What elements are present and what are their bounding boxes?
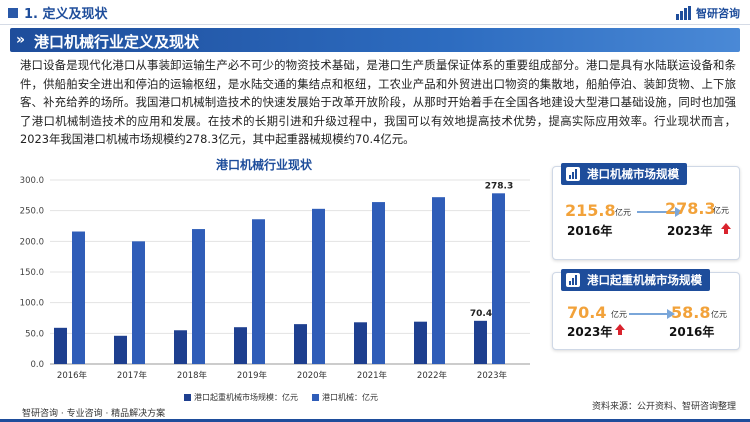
bar-chart-icon [566, 167, 580, 181]
legend-item-machinery: 港口机械：亿元 [312, 392, 378, 403]
card1-left-year: 2016年 [567, 224, 613, 238]
up-arrow-icon [721, 223, 731, 234]
arrow-right-icon [637, 207, 683, 217]
x-tick-label: 2017年 [117, 370, 148, 381]
bar-crane-5 [354, 322, 367, 364]
bar-crane-4 [294, 324, 307, 364]
bar-machinery-2 [192, 229, 205, 364]
footer-text: 智研咨询 · 专业咨询 · 精品解决方案 [22, 409, 166, 419]
x-tick-label: 2016年 [57, 370, 88, 381]
y-tick-label: 100.0 [20, 299, 44, 309]
card1-left-unit: 亿元 [615, 208, 631, 217]
bar-machinery-4 [312, 208, 325, 364]
title-banner: » 港口机械行业定义及现状 [10, 28, 740, 52]
source-note: 资料来源：公开资料、智研咨询整理 [591, 402, 736, 412]
bar-crane-6 [414, 321, 427, 364]
double-chevron-icon: » [16, 32, 26, 48]
top-divider [0, 24, 750, 25]
arrow-right-icon [629, 309, 675, 319]
bar-machinery-3 [252, 219, 265, 364]
x-tick-label: 2022年 [417, 370, 448, 381]
bar-chart-icon [566, 273, 580, 287]
y-tick-label: 50.0 [25, 329, 44, 339]
card2-right-unit: 亿元 [711, 310, 727, 319]
card2-left-unit: 亿元 [611, 310, 627, 319]
banner-title: 港口机械行业定义及现状 [34, 33, 200, 51]
section-title: 1. 定义及现状 [24, 7, 108, 22]
bar-crane-0 [54, 327, 67, 364]
card1-right-year: 2023年 [667, 224, 713, 238]
card2-right-value: 58.8 [671, 303, 711, 322]
card-crane-title: 港口起重机械市场规模 [561, 269, 710, 291]
card1-right-value: 278.3 [665, 199, 716, 218]
bar-machinery-6 [432, 197, 445, 364]
bar-machinery-5 [372, 202, 385, 364]
x-tick-label: 2019年 [237, 370, 268, 381]
y-tick-label: 200.0 [20, 237, 44, 247]
bar-crane-1 [114, 335, 127, 364]
y-tick-label: 300.0 [20, 176, 44, 186]
card1-left-value: 215.8 [565, 201, 616, 220]
bar-crane-2 [174, 330, 187, 364]
x-tick-label: 2021年 [357, 370, 388, 381]
logo: 智研咨询 [676, 4, 740, 22]
x-tick-label: 2020年 [297, 370, 328, 381]
data-label-machinery-2023: 278.3 [485, 181, 513, 191]
data-label-crane-2023: 70.4 [470, 309, 492, 319]
x-tick-label: 2023年 [477, 370, 508, 381]
up-arrow-icon [615, 324, 625, 335]
y-tick-label: 150.0 [20, 268, 44, 278]
bar-crane-7 [474, 320, 487, 364]
card2-left-year: 2023年 [567, 325, 613, 339]
bar-crane-3 [234, 327, 247, 364]
card-crane-market: 港口起重机械市场规模 70.4 亿元 2023年 58.8 亿元 2016年 [552, 269, 740, 350]
y-tick-label: 0.0 [30, 360, 44, 370]
bar-machinery-0 [72, 231, 85, 364]
chart-legend: 港口起重机械市场规模：亿元 港口机械：亿元 [184, 392, 378, 403]
y-tick-label: 250.0 [20, 207, 44, 217]
body-paragraph: 港口设备是现代化港口从事装卸运输生产必不可少的物资技术基础，是港口生产质量保证体… [20, 58, 736, 146]
card-machinery-title: 港口机械市场规模 [561, 163, 687, 185]
bar-machinery-7 [492, 193, 505, 364]
bar-chart: 0.0 50.0 100.0 150.0 200.0 250.0 300.0 2016年 201… [20, 176, 530, 381]
logo-text: 智研咨询 [696, 7, 740, 20]
bottom-bar [0, 419, 750, 422]
card2-left-value: 70.4 [567, 303, 607, 322]
card2-right-year: 2016年 [669, 325, 715, 339]
top-bar: 1. 定义及现状 智研咨询 [0, 0, 750, 26]
bar-machinery-1 [132, 241, 145, 364]
chart-title: 港口机械行业现状 [216, 158, 313, 172]
card1-right-unit: 亿元 [713, 206, 729, 215]
legend-item-crane: 港口起重机械市场规模：亿元 [184, 392, 298, 403]
x-tick-label: 2018年 [177, 370, 208, 381]
section-square-icon [8, 8, 18, 18]
logo-bars-icon [676, 6, 692, 20]
card-machinery-market: 港口机械市场规模 215.8 亿元 2016年 278.3 亿元 2023年 [552, 163, 740, 260]
